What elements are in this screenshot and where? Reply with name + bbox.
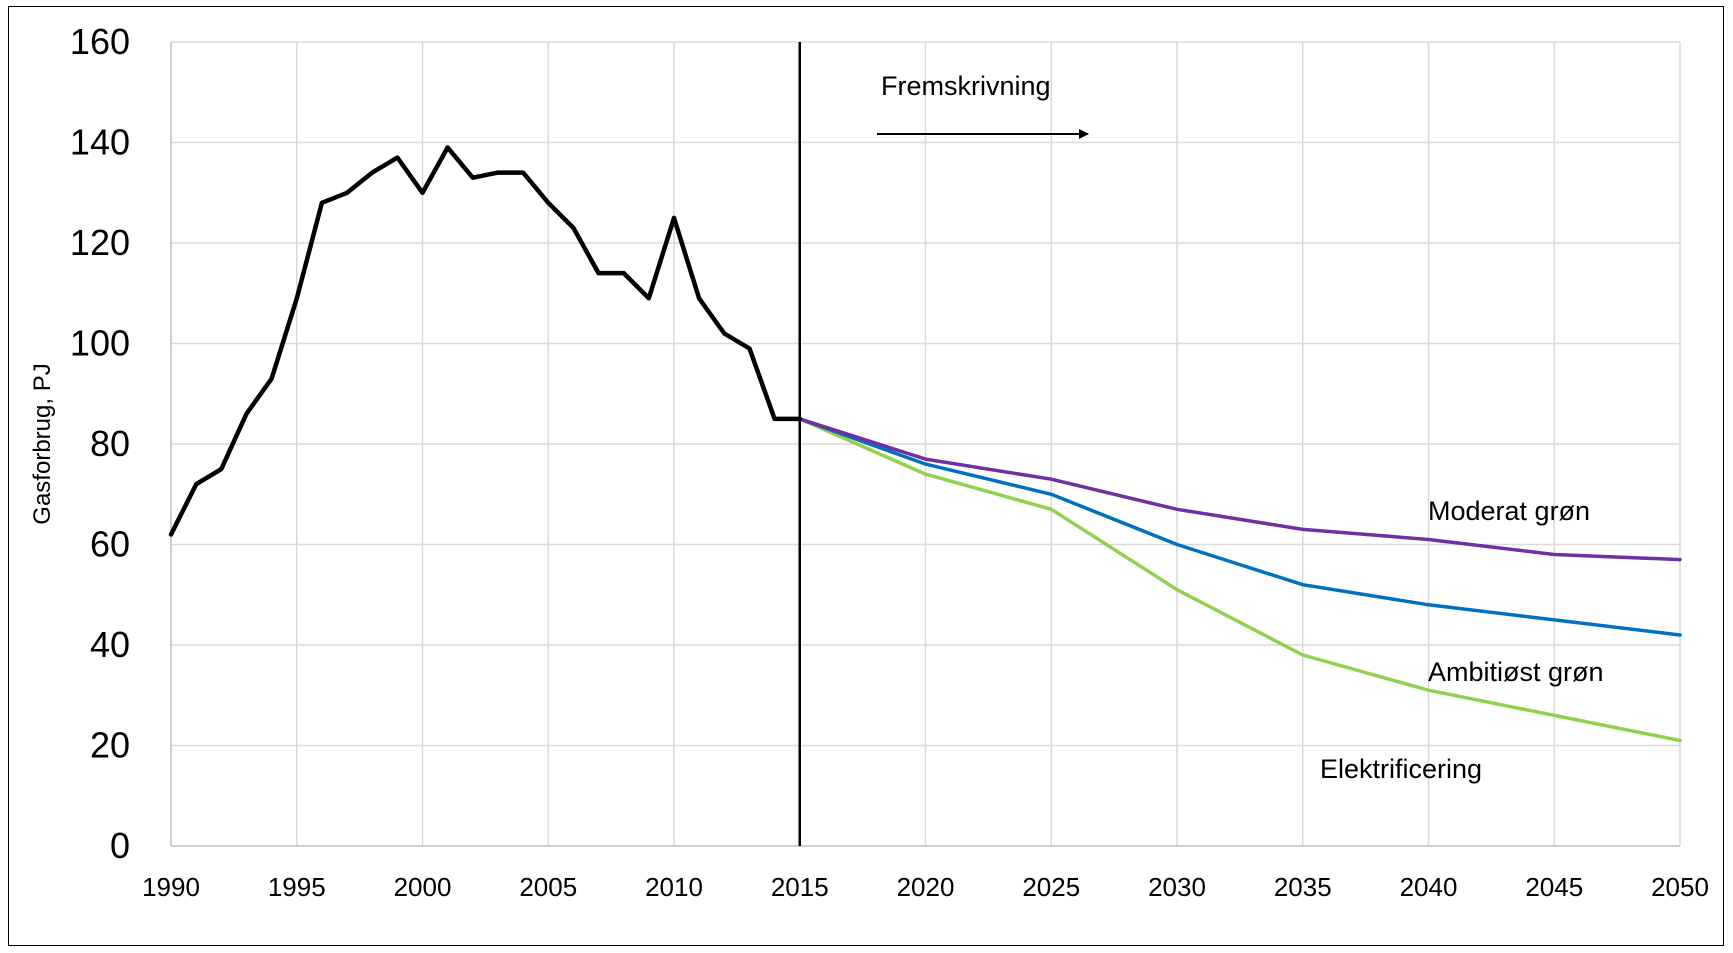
x-tick-label: 2025 (1022, 872, 1080, 902)
elektrificering-label: Elektrificering (1320, 754, 1482, 784)
x-tick-label: 2000 (394, 872, 452, 902)
ambitiost-label: Ambitiøst grøn (1428, 657, 1604, 687)
x-tick-label: 1990 (142, 872, 200, 902)
x-tick-label: 2045 (1525, 872, 1583, 902)
x-tick-label: 2010 (645, 872, 703, 902)
elektrificering-line (798, 417, 1682, 743)
y-tick-label: 160 (70, 21, 130, 62)
x-tick-label: 2035 (1274, 872, 1332, 902)
x-tick-label: 2050 (1651, 872, 1709, 902)
gridlines (171, 41, 1681, 846)
moderat-label: Moderat grøn (1428, 496, 1590, 526)
annotations: Fremskrivning Moderat grøn Ambitiøst grø… (877, 71, 1604, 784)
series-lines (168, 145, 1682, 743)
x-tick-label: 1995 (268, 872, 326, 902)
moderat-line (798, 417, 1682, 562)
y-tick-label: 40 (90, 624, 130, 665)
ambitiost-line (798, 417, 1682, 637)
y-axis-label: Gasforbrug, PJ (29, 363, 56, 524)
fremskrivning-label: Fremskrivning (881, 71, 1051, 101)
y-tick-label: 20 (90, 725, 130, 766)
y-tick-label: 140 (70, 122, 130, 163)
y-tick-label: 80 (90, 423, 130, 464)
historical-line (168, 145, 803, 537)
y-tick-label: 120 (70, 222, 130, 263)
x-tick-label: 2015 (771, 872, 829, 902)
y-tick-label: 0 (110, 825, 130, 866)
x-tick-label: 2030 (1148, 872, 1206, 902)
chart-frame (8, 6, 1724, 946)
y-tick-label: 100 (70, 323, 130, 364)
x-tick-label: 2020 (897, 872, 955, 902)
y-tick-label: 60 (90, 524, 130, 565)
x-tick-label: 2005 (519, 872, 577, 902)
x-tick-label: 2040 (1400, 872, 1458, 902)
